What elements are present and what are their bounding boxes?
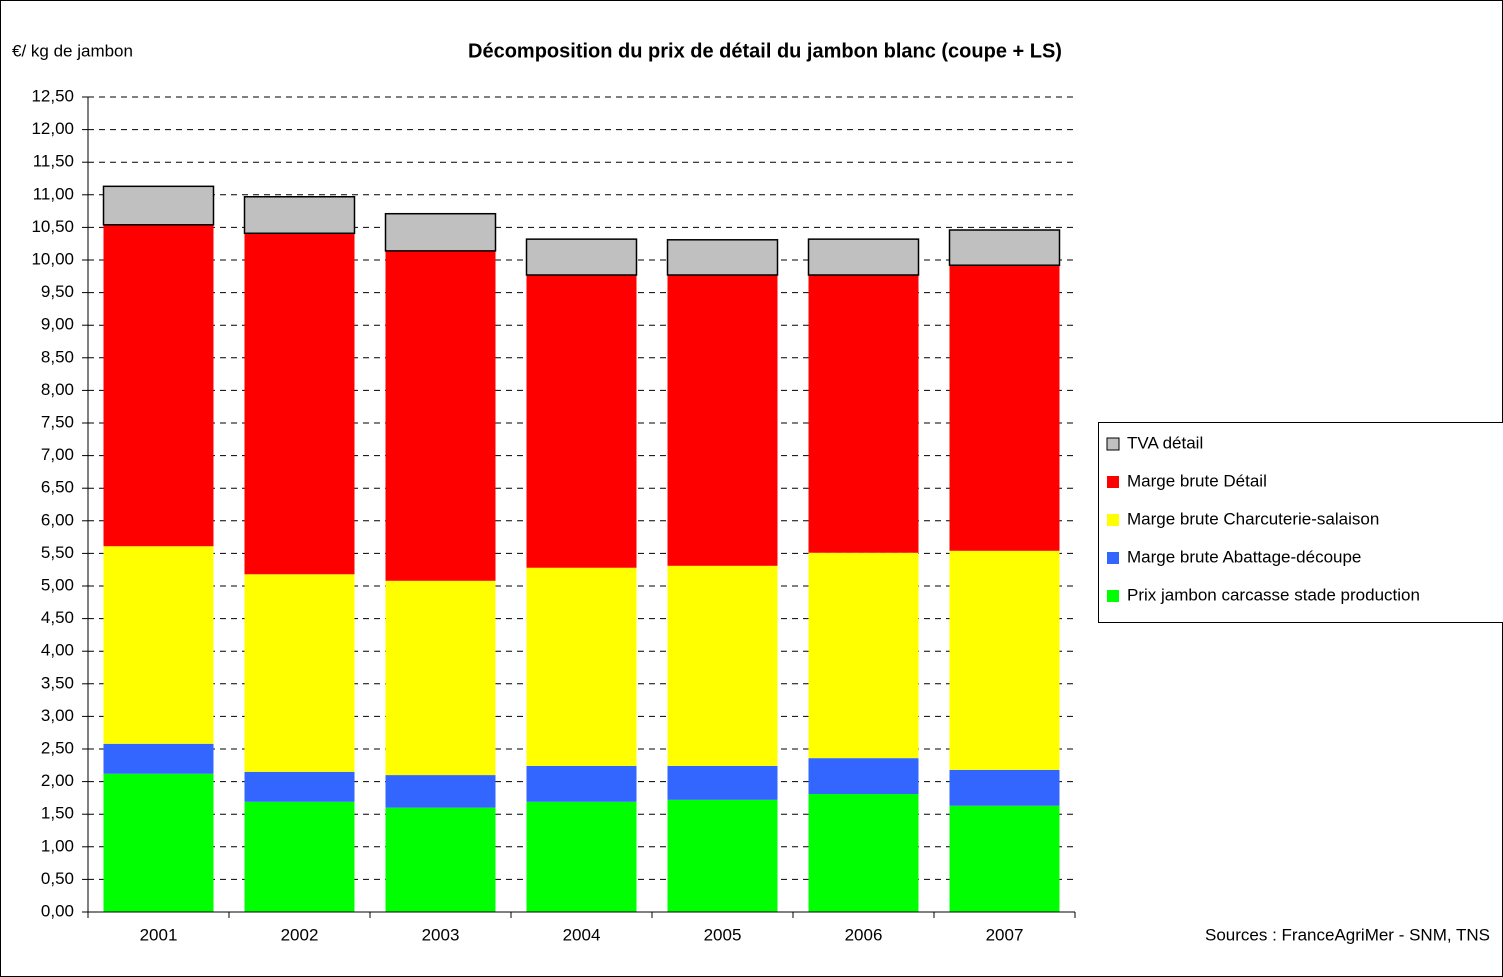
bar-segment [526, 567, 637, 766]
bar-segment [526, 801, 637, 912]
bar-segment [385, 807, 496, 912]
y-axis-label: €/ kg de jambon [12, 41, 133, 60]
y-tick-label: 8,00 [41, 380, 74, 399]
y-tick-label: 4,00 [41, 641, 74, 660]
y-tick-label: 4,50 [41, 608, 74, 627]
y-tick-label: 6,00 [41, 510, 74, 529]
bar-segment [667, 765, 778, 800]
bar-segment [525, 238, 638, 276]
y-tick-label: 11,00 [33, 184, 74, 203]
bar-segment [384, 212, 497, 252]
x-tick-label: 2006 [845, 925, 883, 944]
y-tick-label: 2,00 [41, 771, 74, 790]
bar-segment [102, 185, 215, 226]
y-tick-label: 3,50 [41, 673, 74, 692]
y-tick-label: 12,50 [31, 86, 74, 105]
y-tick-label: 5,00 [41, 575, 74, 594]
bar-segment [244, 801, 355, 912]
legend-swatch [1107, 476, 1119, 488]
legend-label: Marge brute Détail [1127, 471, 1267, 490]
bar-segment [807, 238, 920, 276]
legend-label: Prix jambon carcasse stade production [1127, 585, 1420, 604]
x-tick-label: 2005 [704, 925, 742, 944]
x-tick-label: 2002 [281, 925, 319, 944]
y-tick-label: 8,50 [41, 347, 74, 366]
bar-segment [667, 799, 778, 912]
bar-segment [103, 546, 214, 744]
legend-swatch [1107, 552, 1119, 564]
y-tick-label: 7,50 [41, 412, 74, 431]
bar-segment [949, 805, 1060, 912]
bar-segment [808, 793, 919, 912]
bar-segment [948, 229, 1061, 266]
bar-segment [949, 550, 1060, 770]
y-tick-label: 9,50 [41, 282, 74, 301]
y-tick-label: 1,00 [41, 836, 74, 855]
bar-segment [808, 552, 919, 759]
bar-segment [666, 239, 779, 276]
y-tick-label: 6,50 [41, 478, 74, 497]
x-tick-label: 2001 [140, 925, 178, 944]
bar-segment [103, 773, 214, 912]
y-tick-label: 5,50 [41, 543, 74, 562]
y-tick-label: 12,00 [31, 119, 74, 138]
y-tick-label: 11,50 [33, 152, 74, 171]
bar-segment [243, 196, 356, 235]
bar-segment [385, 250, 496, 581]
x-tick-label: 2007 [986, 925, 1024, 944]
bar-segment [103, 224, 214, 547]
y-tick-label: 7,00 [41, 445, 74, 464]
bar-segment [667, 565, 778, 766]
bar-segment [808, 758, 919, 794]
x-tick-label: 2003 [422, 925, 460, 944]
x-tick-label: 2004 [563, 925, 601, 944]
bar-segment [526, 765, 637, 802]
legend-swatch [1106, 437, 1120, 451]
y-tick-label: 0,00 [41, 901, 74, 920]
y-tick-label: 10,50 [31, 217, 74, 236]
bar-segment [385, 580, 496, 776]
legend-label: Marge brute Charcuterie-salaison [1127, 509, 1379, 528]
y-tick-label: 1,50 [41, 804, 74, 823]
y-tick-label: 3,00 [41, 706, 74, 725]
bar-segment [244, 771, 355, 802]
bar-segment [103, 743, 214, 774]
y-tick-label: 9,00 [41, 315, 74, 334]
bar-segment [949, 769, 1060, 806]
y-tick-label: 2,50 [41, 738, 74, 757]
bar-segment [385, 775, 496, 808]
source-note: Sources : FranceAgriMer - SNM, TNS [1205, 925, 1490, 944]
legend-label: TVA détail [1127, 433, 1203, 452]
bar-segment [667, 274, 778, 566]
bar-segment [244, 574, 355, 772]
y-tick-label: 10,00 [31, 249, 74, 268]
legend-swatch [1107, 590, 1119, 602]
legend-swatch [1107, 514, 1119, 526]
bar-segment [526, 274, 637, 568]
bar-segment [949, 265, 1060, 551]
chart-title: Décomposition du prix de détail du jambo… [468, 40, 1062, 62]
bar-segment [244, 233, 355, 575]
legend-label: Marge brute Abattage-découpe [1127, 547, 1361, 566]
legend-box [1098, 422, 1503, 623]
bar-segment [808, 274, 919, 553]
y-tick-label: 0,50 [41, 869, 74, 888]
